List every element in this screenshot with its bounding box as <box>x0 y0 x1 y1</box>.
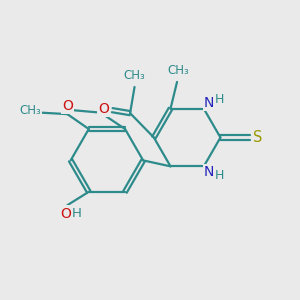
Text: H: H <box>214 169 224 182</box>
Text: N: N <box>204 96 214 110</box>
Text: O: O <box>61 206 72 220</box>
Text: O: O <box>98 102 109 116</box>
Text: CH₃: CH₃ <box>168 64 189 76</box>
Text: H: H <box>71 207 81 220</box>
Text: N: N <box>204 165 214 179</box>
Text: O: O <box>62 99 73 113</box>
Text: CH₃: CH₃ <box>19 104 41 117</box>
Text: S: S <box>253 130 262 145</box>
Text: H: H <box>214 93 224 106</box>
Text: CH₃: CH₃ <box>124 69 146 82</box>
